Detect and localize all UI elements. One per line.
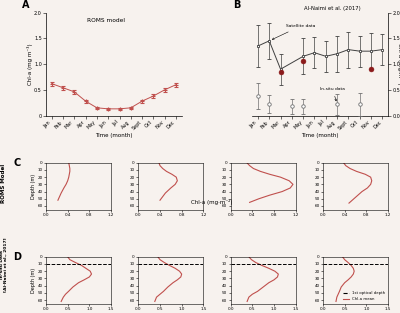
Text: Chl-a (mg·m⁻²): Chl-a (mg·m⁻²) — [191, 199, 233, 205]
Text: B: B — [233, 0, 241, 10]
Y-axis label: Chl-a (mg m⁻³): Chl-a (mg m⁻³) — [27, 43, 33, 85]
Text: In-situ Data
[Al-Naimi et al., 2017]: In-situ Data [Al-Naimi et al., 2017] — [0, 237, 8, 292]
Text: ROMS Model: ROMS Model — [2, 163, 6, 203]
X-axis label: Time (month): Time (month) — [301, 133, 339, 138]
X-axis label: Time (month): Time (month) — [95, 133, 133, 138]
Text: Satellite data: Satellite data — [272, 24, 316, 39]
Y-axis label: Depth (m): Depth (m) — [31, 174, 36, 199]
Y-axis label: Chl-a (mg.m⁻³): Chl-a (mg.m⁻³) — [397, 43, 400, 85]
Y-axis label: Depth (m): Depth (m) — [31, 268, 36, 293]
Text: C: C — [14, 158, 21, 168]
Text: Al-Naimi et al. (2017): Al-Naimi et al. (2017) — [304, 7, 361, 12]
Text: D: D — [14, 252, 22, 262]
Text: ROMS model: ROMS model — [87, 18, 125, 23]
Text: A: A — [22, 0, 29, 10]
Text: In-situ data: In-situ data — [320, 87, 345, 101]
Legend: 1st optical depth, Chl-a mean: 1st optical depth, Chl-a mean — [342, 290, 386, 302]
